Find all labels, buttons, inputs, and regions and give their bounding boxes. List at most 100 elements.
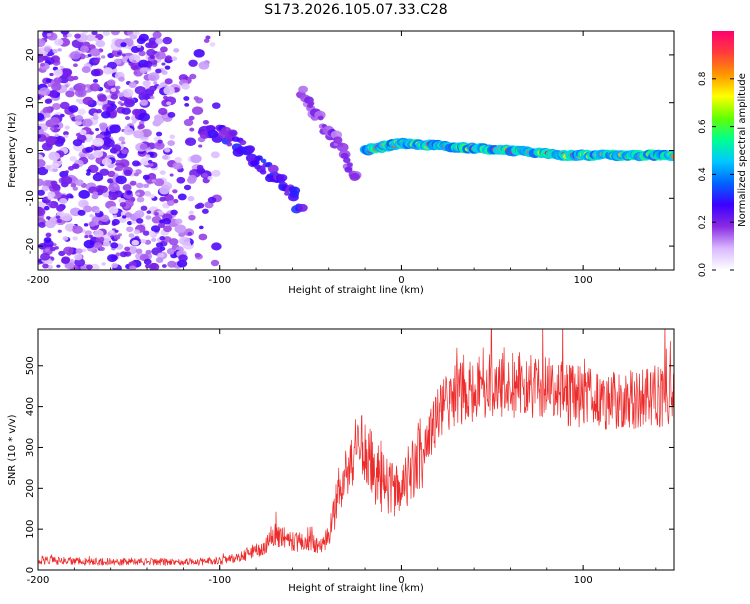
spectrogram-noise-speckle (128, 54, 141, 63)
spectrogram-noise-speckle (164, 147, 171, 153)
spectrogram-noise-speckle (85, 172, 91, 176)
spectrogram-ytick-label: 10 (25, 96, 36, 109)
spectrogram-noise-speckle (212, 102, 221, 109)
snr-frame (37, 328, 675, 571)
spectrogram-noise-speckle (95, 39, 106, 48)
spectrogram-streak (239, 139, 247, 146)
spectrogram-noise-speckle (50, 180, 58, 186)
spectrogram-noise-speckle (167, 111, 176, 118)
spectrogram-noise-speckle (132, 160, 140, 167)
spectrogram-noise-speckle (49, 72, 54, 77)
spectrogram-noise-speckle (68, 105, 79, 113)
spectrogram-noise-speckle (151, 237, 157, 242)
spectrogram-noise-speckle (38, 159, 46, 168)
spectrogram-noise-speckle (66, 33, 72, 38)
spectrogram-noise-speckle (131, 221, 136, 225)
spectrogram-noise-speckle (167, 260, 177, 268)
spectrogram-noise-speckle (167, 140, 176, 147)
snr-xlabel: Height of straight line (km) (288, 583, 424, 594)
spectrogram-noise-speckle (38, 54, 45, 63)
spectrogram-noise-speckle (44, 46, 51, 53)
spectrogram-noise-speckle (209, 42, 216, 47)
spectrogram-noise-speckle (147, 159, 153, 164)
spectrogram-noise-speckle (38, 134, 42, 139)
spectrogram-noise-speckle (61, 213, 73, 222)
spectrogram-noise-speckle (69, 195, 74, 199)
spectrogram-noise-speckle (39, 87, 51, 96)
spectrogram-noise-speckle (207, 176, 213, 180)
spectrogram-noise-speckle (75, 132, 81, 137)
spectrogram-noise-speckle (49, 117, 60, 125)
spectrogram-noise-speckle (90, 69, 101, 77)
spectrogram-streak (284, 191, 290, 196)
spectrogram-noise-speckle (162, 217, 172, 225)
colorbar-tick-label: 0.2 (698, 215, 708, 229)
spectrogram-noise-speckle (43, 112, 51, 118)
spectrogram-streak (344, 166, 353, 173)
spectrogram-noise-speckle (134, 86, 146, 95)
spectrogram-noise-speckle (157, 252, 165, 258)
spectrogram-noise-speckle (38, 126, 42, 130)
spectrogram-noise-speckle (75, 179, 84, 186)
spectrogram-noise-speckle (161, 264, 167, 268)
spectrogram-noise-speckle (108, 206, 119, 214)
spectrogram-noise-speckle (124, 116, 131, 121)
spectrogram-noise-speckle (122, 184, 132, 192)
spectrogram-noise-speckle (128, 233, 135, 238)
spectrogram-noise-speckle (42, 263, 49, 269)
spectrogram-streak (349, 172, 360, 181)
spectrogram-noise-speckle (151, 216, 162, 224)
spectrogram-noise-speckle (126, 226, 134, 233)
spectrogram-noise-speckle (123, 127, 134, 136)
spectrogram-noise-speckle (83, 223, 89, 227)
spectrogram-noise-speckle (69, 258, 75, 263)
spectrogram-noise-speckle (48, 90, 58, 98)
spectrogram-noise-speckle (63, 131, 69, 136)
spectrogram-streak (252, 159, 260, 166)
spectrogram-noise-speckle (139, 67, 148, 74)
spectrogram-noise-speckle (70, 183, 77, 188)
spectrogram-noise-speckle (201, 173, 208, 178)
spectrogram-noise-speckle (102, 31, 110, 36)
spectrogram-streak (267, 164, 279, 174)
spectrogram-noise-speckle (40, 252, 51, 261)
spectrogram-noise-speckle (110, 93, 119, 100)
spectrogram-noise-speckle (82, 31, 88, 35)
snr-ylabel: SNR (10 * v/v) (7, 414, 18, 485)
colorbar-label: Normalized spectral amplitude (737, 73, 748, 227)
spectrogram-noise-speckle (170, 209, 178, 216)
spectrogram-noise-speckle (177, 193, 187, 201)
spectrogram-noise-speckle (81, 248, 87, 253)
colorbar-tick-label: 0.6 (698, 119, 708, 134)
snr-ytick-label: 100 (25, 520, 36, 539)
spectrogram-noise-speckle (46, 33, 52, 37)
spectrogram-noise-speckle (136, 182, 144, 189)
spectrogram-noise-speckle (121, 107, 131, 115)
spectrogram-noise-speckle (152, 31, 162, 39)
spectrogram-noise-speckle (55, 68, 63, 75)
spectrogram-noise-speckle (148, 230, 156, 236)
spectrogram-noise-speckle (89, 83, 101, 92)
spectrogram-noise-speckle (43, 237, 52, 243)
spectrogram-noise-speckle (100, 55, 106, 59)
spectrogram-noise-speckle (38, 166, 49, 176)
colorbar-tick-label: 0.8 (698, 71, 708, 86)
spectrogram-noise-speckle (83, 239, 95, 249)
spectrogram-noise-speckle (41, 185, 50, 192)
spectrogram-noise-speckle (149, 86, 154, 91)
spectrogram-noise-speckle (154, 212, 159, 216)
spectrogram-noise-speckle (45, 135, 58, 145)
spectrogram-noise-speckle (53, 38, 64, 46)
spectrogram-noise-speckle (113, 214, 118, 218)
spectrogram-xtick-label: -200 (27, 275, 50, 286)
spectrogram-streak (308, 101, 315, 106)
spectrogram-noise-speckle (148, 37, 158, 45)
spectrogram-noise-speckle (93, 242, 103, 249)
spectrogram-noise-speckle (107, 178, 114, 184)
spectrogram-noise-speckle (175, 218, 183, 225)
spectrogram-noise-speckle (75, 98, 81, 103)
spectrogram-streak (259, 169, 267, 175)
spectrogram-noise-speckle (174, 224, 187, 234)
